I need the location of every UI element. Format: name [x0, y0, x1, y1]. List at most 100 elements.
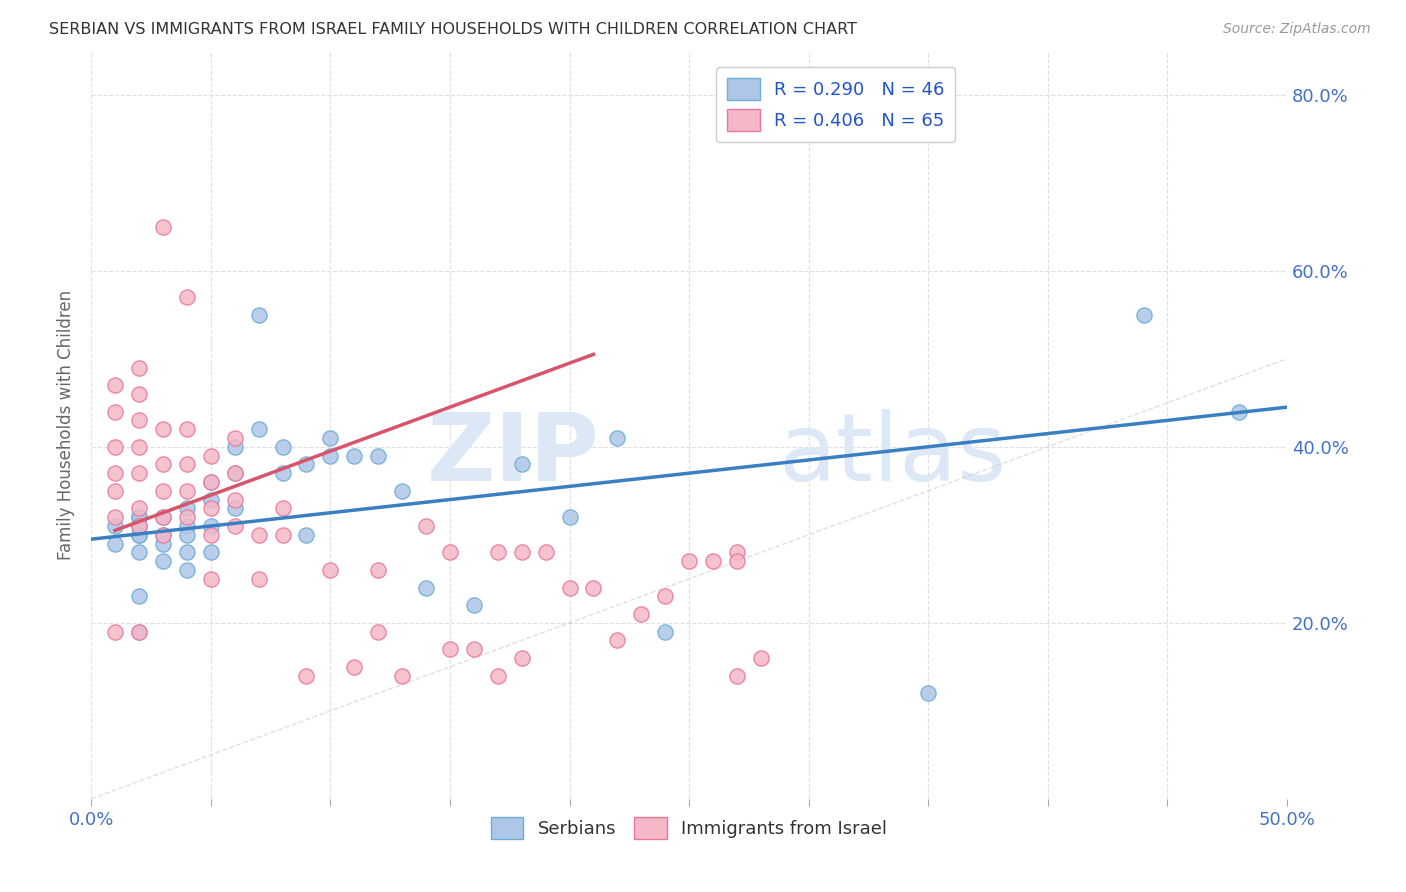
- Point: [271, 466, 294, 480]
- Point: [128, 528, 150, 542]
- Point: [152, 510, 174, 524]
- Point: [128, 528, 150, 542]
- Point: [128, 510, 150, 524]
- Point: [128, 360, 150, 375]
- Point: [367, 449, 389, 463]
- Point: [152, 528, 174, 542]
- Point: [128, 387, 150, 401]
- Point: [486, 545, 509, 559]
- Point: [463, 598, 485, 612]
- Point: [152, 554, 174, 568]
- Text: Source: ZipAtlas.com: Source: ZipAtlas.com: [1223, 22, 1371, 37]
- Point: [176, 545, 198, 559]
- Point: [224, 501, 246, 516]
- Point: [224, 431, 246, 445]
- Point: [176, 528, 198, 542]
- Point: [917, 686, 939, 700]
- Point: [200, 572, 222, 586]
- Point: [439, 642, 461, 657]
- Point: [224, 519, 246, 533]
- Point: [152, 422, 174, 436]
- Point: [295, 528, 318, 542]
- Point: [439, 545, 461, 559]
- Point: [104, 378, 127, 392]
- Point: [104, 536, 127, 550]
- Legend: Serbians, Immigrants from Israel: Serbians, Immigrants from Israel: [484, 809, 894, 846]
- Point: [271, 440, 294, 454]
- Point: [367, 624, 389, 639]
- Point: [367, 563, 389, 577]
- Point: [200, 528, 222, 542]
- Point: [104, 624, 127, 639]
- Point: [176, 458, 198, 472]
- Text: SERBIAN VS IMMIGRANTS FROM ISRAEL FAMILY HOUSEHOLDS WITH CHILDREN CORRELATION CH: SERBIAN VS IMMIGRANTS FROM ISRAEL FAMILY…: [49, 22, 858, 37]
- Point: [749, 651, 772, 665]
- Point: [176, 483, 198, 498]
- Point: [224, 466, 246, 480]
- Point: [702, 554, 724, 568]
- Point: [128, 624, 150, 639]
- Point: [128, 519, 150, 533]
- Point: [295, 668, 318, 682]
- Point: [319, 449, 342, 463]
- Point: [224, 466, 246, 480]
- Point: [128, 624, 150, 639]
- Point: [319, 431, 342, 445]
- Text: ZIP: ZIP: [426, 409, 599, 500]
- Point: [128, 510, 150, 524]
- Point: [128, 413, 150, 427]
- Point: [200, 519, 222, 533]
- Point: [558, 581, 581, 595]
- Point: [176, 422, 198, 436]
- Point: [152, 536, 174, 550]
- Point: [319, 563, 342, 577]
- Point: [200, 475, 222, 489]
- Point: [152, 219, 174, 234]
- Point: [128, 519, 150, 533]
- Point: [176, 290, 198, 304]
- Point: [176, 510, 198, 524]
- Point: [1132, 308, 1154, 322]
- Point: [176, 519, 198, 533]
- Point: [152, 510, 174, 524]
- Point: [606, 431, 628, 445]
- Point: [654, 590, 676, 604]
- Point: [128, 501, 150, 516]
- Point: [343, 449, 366, 463]
- Point: [271, 528, 294, 542]
- Point: [104, 466, 127, 480]
- Point: [654, 624, 676, 639]
- Y-axis label: Family Households with Children: Family Households with Children: [58, 290, 75, 560]
- Point: [678, 554, 700, 568]
- Point: [200, 475, 222, 489]
- Point: [176, 563, 198, 577]
- Point: [176, 501, 198, 516]
- Point: [391, 483, 413, 498]
- Point: [630, 607, 652, 621]
- Point: [200, 492, 222, 507]
- Point: [128, 590, 150, 604]
- Point: [128, 545, 150, 559]
- Point: [200, 545, 222, 559]
- Point: [486, 668, 509, 682]
- Point: [725, 668, 748, 682]
- Point: [224, 492, 246, 507]
- Point: [295, 458, 318, 472]
- Point: [391, 668, 413, 682]
- Point: [128, 440, 150, 454]
- Point: [725, 545, 748, 559]
- Point: [415, 519, 437, 533]
- Point: [200, 449, 222, 463]
- Text: atlas: atlas: [779, 409, 1007, 500]
- Point: [582, 581, 605, 595]
- Point: [463, 642, 485, 657]
- Point: [152, 483, 174, 498]
- Point: [152, 458, 174, 472]
- Point: [534, 545, 557, 559]
- Point: [725, 554, 748, 568]
- Point: [247, 528, 270, 542]
- Point: [606, 633, 628, 648]
- Point: [510, 651, 533, 665]
- Point: [510, 458, 533, 472]
- Point: [152, 528, 174, 542]
